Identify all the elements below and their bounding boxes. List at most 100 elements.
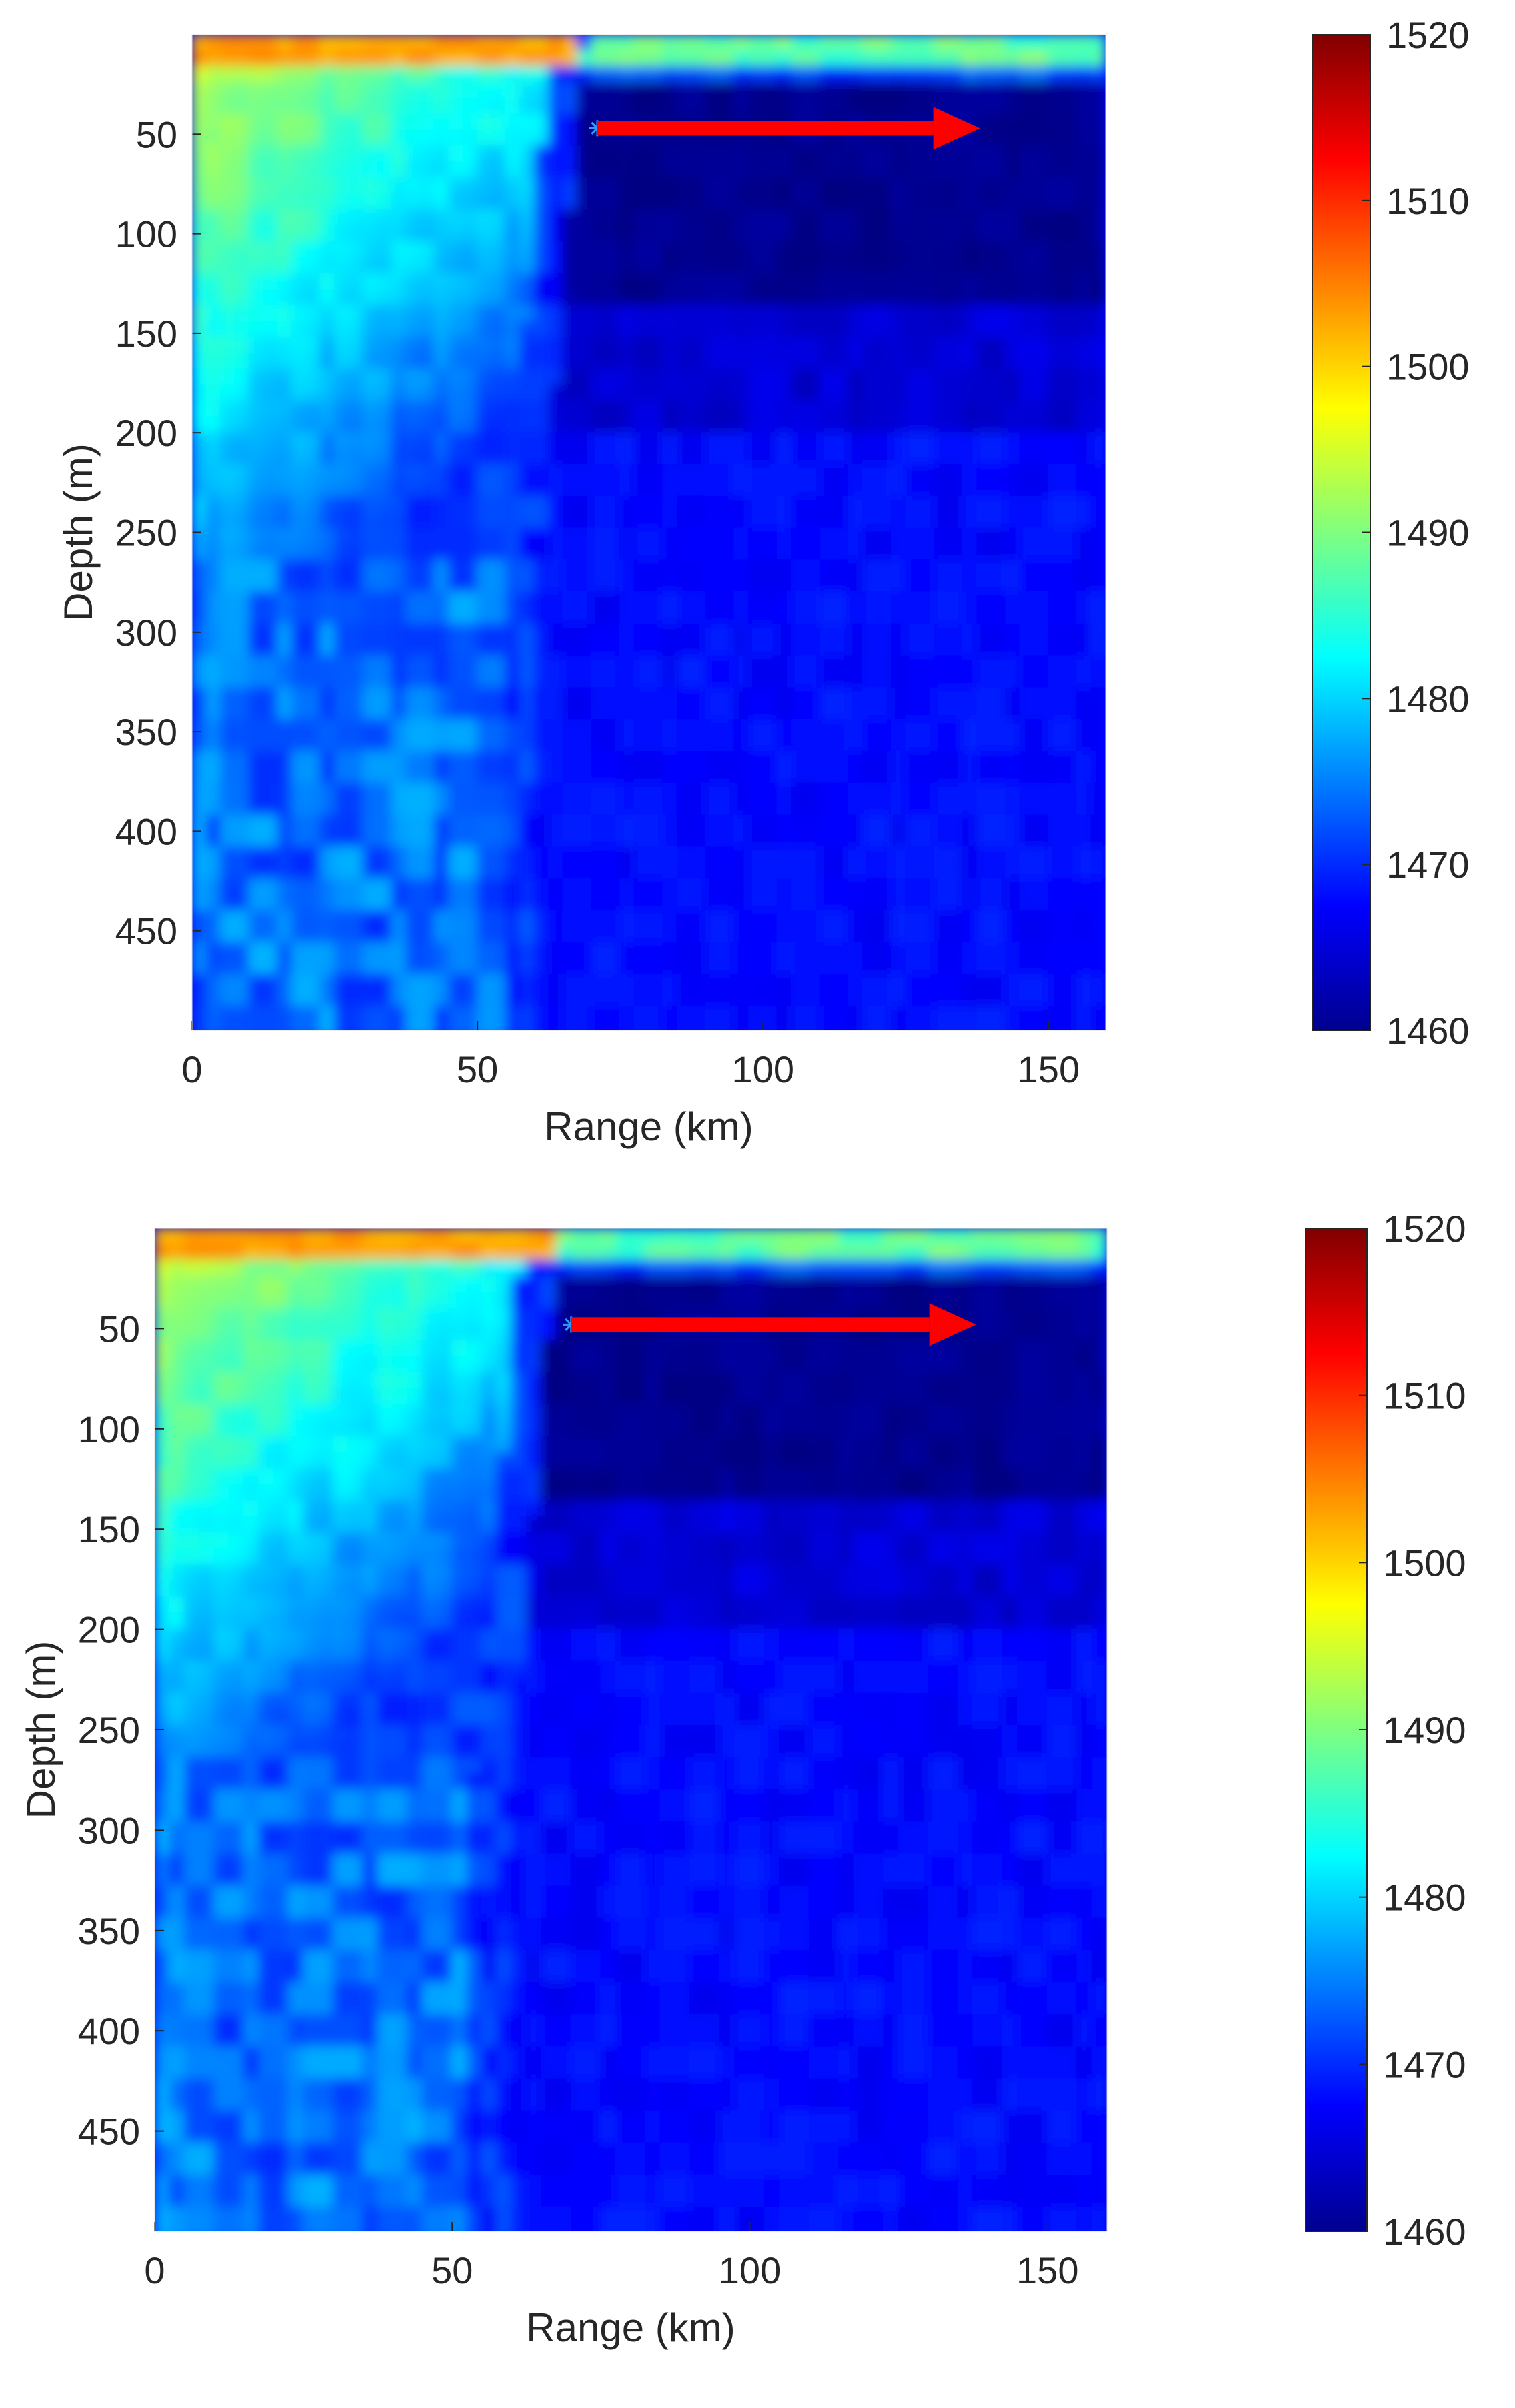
heatmap-cell: [619, 974, 635, 992]
heatmap-cell: [391, 958, 407, 976]
heatmap-cell: [258, 2142, 275, 2160]
heatmap-cell: [805, 400, 821, 418]
heatmap-cell: [1033, 432, 1050, 450]
heatmap-cell: [183, 1660, 200, 1678]
heatmap-cell: [591, 384, 607, 402]
heatmap-cell: [219, 463, 236, 481]
heatmap-cell: [776, 463, 793, 481]
heatmap-cell: [733, 65, 749, 83]
heatmap-cell: [519, 384, 535, 402]
heatmap-cell: [548, 974, 564, 992]
heatmap-cell: [319, 97, 336, 115]
heatmap-cell: [291, 384, 307, 402]
heatmap-cell: [248, 974, 265, 992]
heatmap-cell: [213, 1724, 230, 1743]
heatmap-cell: [362, 1484, 379, 1502]
heatmap-cell: [919, 35, 936, 51]
heatmap-cell: [248, 448, 265, 465]
heatmap-cell: [848, 384, 864, 402]
heatmap-cell: [976, 575, 992, 593]
heatmap-cell: [776, 1006, 793, 1024]
heatmap-cell: [155, 1644, 171, 1662]
heatmap-cell: [819, 432, 836, 450]
heatmap-cell: [317, 2014, 334, 2032]
heatmap-cell: [762, 145, 778, 163]
heatmap-cell: [258, 1356, 275, 1374]
heatmap-cell: [747, 607, 764, 625]
heatmap-cell: [505, 703, 521, 721]
heatmap-cell: [263, 1022, 279, 1030]
heatmap-cell: [505, 639, 521, 657]
heatmap-cell: [905, 511, 921, 529]
heatmap-cell: [791, 607, 807, 625]
heatmap-cell: [862, 225, 878, 243]
heatmap-cell: [317, 1340, 334, 1358]
heatmap-cell: [183, 1821, 200, 1839]
heatmap-cell: [169, 1468, 185, 1486]
heatmap-cell: [676, 289, 693, 307]
heatmap-cell: [776, 766, 793, 784]
heatmap-cell: [1062, 990, 1078, 1008]
heatmap-cell: [362, 1308, 379, 1326]
heatmap-cell: [919, 591, 936, 609]
heatmap-cell: [1062, 735, 1078, 752]
heatmap-cell: [347, 1644, 364, 1662]
heatmap-cell: [805, 958, 821, 976]
heatmap-cell: [405, 910, 421, 928]
heatmap-cell: [334, 81, 350, 99]
heatmap-cell: [890, 495, 907, 513]
heatmap-cell: [332, 1773, 349, 1791]
heatmap-cell: [1033, 942, 1050, 960]
heatmap-cell: [462, 336, 479, 354]
heatmap-cell: [948, 878, 964, 896]
heatmap-cell: [362, 559, 379, 577]
heatmap-cell: [405, 687, 421, 705]
heatmap-cell: [228, 2126, 245, 2144]
heatmap-cell: [362, 1388, 379, 1406]
heatmap-cell: [1019, 129, 1035, 147]
heatmap-cell: [169, 1901, 185, 1919]
heatmap-cell: [533, 798, 550, 816]
heatmap-cell: [228, 1452, 245, 1470]
heatmap-cell: [619, 750, 635, 768]
heatmap-cell: [705, 591, 721, 609]
heatmap-cell: [477, 687, 493, 705]
heatmap-cell: [477, 273, 493, 291]
heatmap-cell: [934, 49, 950, 67]
heatmap-cell: [234, 878, 250, 896]
heatmap-cell: [219, 495, 236, 513]
heatmap-cell: [348, 113, 364, 131]
heatmap-cell: [228, 1853, 245, 1871]
heatmap-cell: [448, 209, 464, 227]
heatmap-cell: [605, 798, 621, 816]
heatmap-cell: [834, 416, 850, 434]
heatmap-cell: [362, 305, 379, 322]
heatmap-cell: [192, 177, 207, 195]
heatmap-cell: [562, 177, 578, 195]
heatmap-cell: [662, 289, 678, 307]
heatmap-cell: [1033, 463, 1050, 481]
heatmap-cell: [733, 448, 749, 465]
heatmap-cell: [676, 910, 693, 928]
heatmap-cell: [662, 623, 678, 641]
heatmap-cell: [405, 750, 421, 768]
heatmap-cell: [691, 448, 707, 465]
heatmap-cell: [391, 193, 407, 211]
heatmap-cell: [519, 974, 535, 992]
heatmap-cell: [776, 990, 793, 1008]
heatmap-cell: [491, 463, 507, 481]
heatmap-cell: [303, 1853, 319, 1871]
heatmap-cell: [890, 750, 907, 768]
heatmap-cell: [291, 942, 307, 960]
heatmap-cell: [691, 990, 707, 1008]
heatmap-cell: [919, 289, 936, 307]
heatmap-cell: [834, 320, 850, 338]
heatmap-cell: [1076, 289, 1092, 307]
heatmap-cell: [819, 400, 836, 418]
heatmap-cell: [791, 974, 807, 992]
heatmap-cell: [169, 1420, 185, 1438]
heatmap-cell: [1076, 543, 1092, 561]
heatmap-cell: [205, 495, 221, 513]
heatmap-cell: [576, 129, 593, 147]
heatmap-cell: [248, 607, 265, 625]
